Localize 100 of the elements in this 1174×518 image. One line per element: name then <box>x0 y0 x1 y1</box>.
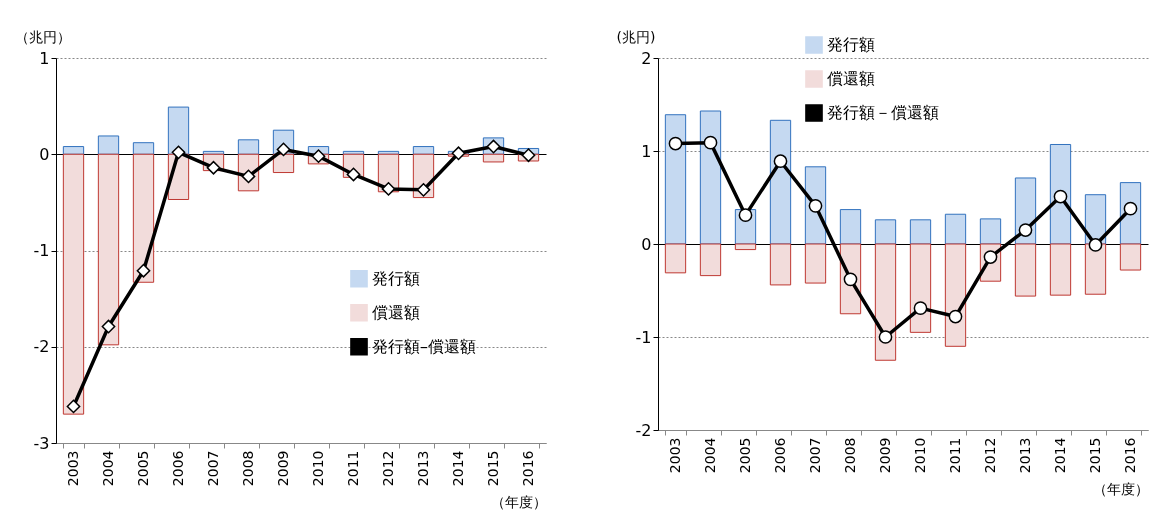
x-tick-label: 2015 <box>1087 437 1103 474</box>
x-tick-label: 2003 <box>65 450 81 487</box>
bar <box>699 110 722 245</box>
y-tick-label: -1 <box>635 327 652 347</box>
y-axis-title: （兆円） <box>14 28 71 45</box>
x-tick-label: 2005 <box>737 437 753 474</box>
y-tick-label: -3 <box>33 433 50 453</box>
point <box>773 154 788 169</box>
x-tick-label: 2015 <box>485 450 501 487</box>
bar <box>1049 243 1072 296</box>
point <box>738 208 753 223</box>
point <box>703 135 718 150</box>
x-tick-label: 2011 <box>345 450 361 487</box>
bar <box>97 153 120 346</box>
x-axis-title: （年度） <box>490 494 547 511</box>
x-axis-title: （年度） <box>1092 481 1149 498</box>
bar <box>97 135 120 155</box>
x-tick-label: 2004 <box>702 437 718 474</box>
legend-label: 償還額 <box>827 69 875 88</box>
bar <box>132 153 155 283</box>
x-tick-label: 2009 <box>275 450 291 487</box>
point <box>171 145 186 160</box>
point <box>1053 189 1068 204</box>
point <box>346 167 361 182</box>
y-tick-label: -2 <box>635 420 652 440</box>
bar <box>1014 243 1037 297</box>
point <box>1088 238 1103 252</box>
x-tick-label: 2010 <box>310 450 326 487</box>
x-tick-label: 2013 <box>1017 437 1033 474</box>
x-tick-label: 2012 <box>380 450 396 487</box>
bar <box>237 139 260 155</box>
bar <box>664 114 687 245</box>
bar <box>699 243 722 277</box>
point <box>948 309 963 324</box>
bar <box>62 153 85 415</box>
legend-label: 発行額－償還額 <box>827 103 939 122</box>
bar <box>1119 243 1142 271</box>
bar <box>909 219 932 245</box>
x-tick-label: 2007 <box>807 437 823 474</box>
y-tick-label: -2 <box>33 337 50 357</box>
y-tick-label: 1 <box>641 141 652 161</box>
point <box>416 182 431 197</box>
x-tick-label: 2013 <box>415 450 431 487</box>
point <box>66 399 81 414</box>
point <box>913 301 928 316</box>
bar <box>979 218 1002 245</box>
bar <box>167 106 190 155</box>
point <box>101 319 116 334</box>
x-tick-label: 2008 <box>842 437 858 474</box>
y-axis-title: (兆円) <box>616 28 656 45</box>
bar <box>874 219 897 245</box>
point <box>451 146 466 161</box>
legend-label: 発行額–償還額 <box>372 336 476 356</box>
bar <box>62 146 85 155</box>
x-tick-label: 2008 <box>240 450 256 487</box>
point <box>843 272 858 287</box>
x-tick-label: 2011 <box>947 437 963 474</box>
y-tick-label: 2 <box>641 48 652 68</box>
point <box>311 149 326 164</box>
bar <box>769 243 792 286</box>
bar <box>664 243 687 274</box>
point <box>136 263 151 278</box>
x-tick-label: 2010 <box>912 437 928 474</box>
x-tick-label: 2005 <box>135 450 151 487</box>
bar <box>944 213 967 245</box>
point <box>1018 223 1033 237</box>
point <box>521 148 536 163</box>
x-tick-label: 2014 <box>450 450 466 487</box>
x-tick-label: 2014 <box>1052 437 1068 474</box>
bar <box>272 153 295 174</box>
x-tick-label: 2004 <box>100 450 116 487</box>
y-tick-label: 0 <box>641 234 652 254</box>
legend-label: 発行額 <box>372 268 420 288</box>
legend-label: 発行額 <box>827 35 875 54</box>
bar <box>804 243 827 284</box>
x-tick-label: 2016 <box>1122 437 1138 474</box>
bar <box>482 153 505 163</box>
bar <box>1084 243 1107 295</box>
y-tick-label: 1 <box>39 48 50 68</box>
x-tick-label: 2016 <box>520 450 536 487</box>
point <box>878 330 893 344</box>
bar <box>132 142 155 155</box>
bar <box>769 119 792 245</box>
bar <box>839 209 862 245</box>
y-tick-label: -1 <box>33 241 50 260</box>
bar <box>412 146 435 155</box>
x-tick-label: 2009 <box>877 437 893 474</box>
x-tick-label: 2006 <box>170 450 186 487</box>
bar <box>874 243 897 361</box>
legend-label: 償還額 <box>372 302 420 322</box>
x-tick-label: 2007 <box>205 450 221 487</box>
bar <box>734 243 757 251</box>
point <box>808 199 823 213</box>
x-tick-label: 2003 <box>667 437 683 474</box>
y-tick-label: 0 <box>39 144 50 164</box>
point <box>1123 201 1138 216</box>
point <box>668 136 683 151</box>
x-tick-label: 2012 <box>982 437 998 474</box>
bar <box>944 243 967 347</box>
x-tick-label: 2006 <box>772 437 788 474</box>
